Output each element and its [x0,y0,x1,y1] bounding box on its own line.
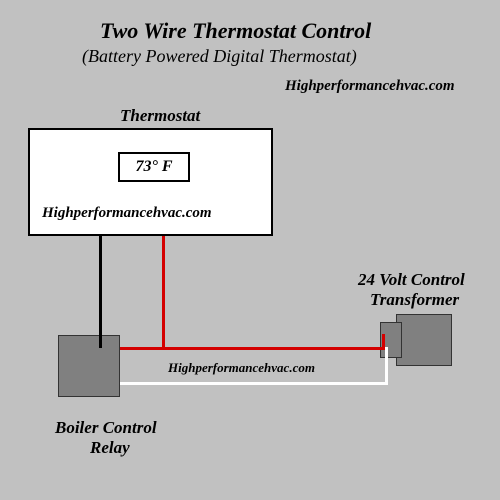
transformer-label-1: 24 Volt Control [358,270,465,290]
transformer-body [396,314,452,366]
transformer-label-2: Transformer [370,290,459,310]
title-line2: (Battery Powered Digital Thermostat) [82,46,357,67]
wire-black-seg-1 [99,345,102,348]
wire-red-seg-0 [162,236,165,350]
diagram-canvas: Two Wire Thermostat Control(Battery Powe… [0,0,500,500]
relay-label-1: Boiler Control [55,418,157,438]
watermark-top: Highperformancehvac.com [285,78,455,95]
wire-black-seg-0 [99,236,102,348]
relay-box [58,335,120,397]
watermark-thermostat: Highperformancehvac.com [42,205,212,222]
watermark-mid: Highperformancehvac.com [168,360,315,376]
wire-white-seg-0 [120,382,388,385]
title-line1: Two Wire Thermostat Control [100,18,371,44]
temperature-display: 73° F [118,152,190,182]
relay-label-2: Relay [90,438,130,458]
wire-red-seg-1 [120,347,385,350]
thermostat-label: Thermostat [120,106,200,126]
wire-white-seg-1 [385,347,388,385]
